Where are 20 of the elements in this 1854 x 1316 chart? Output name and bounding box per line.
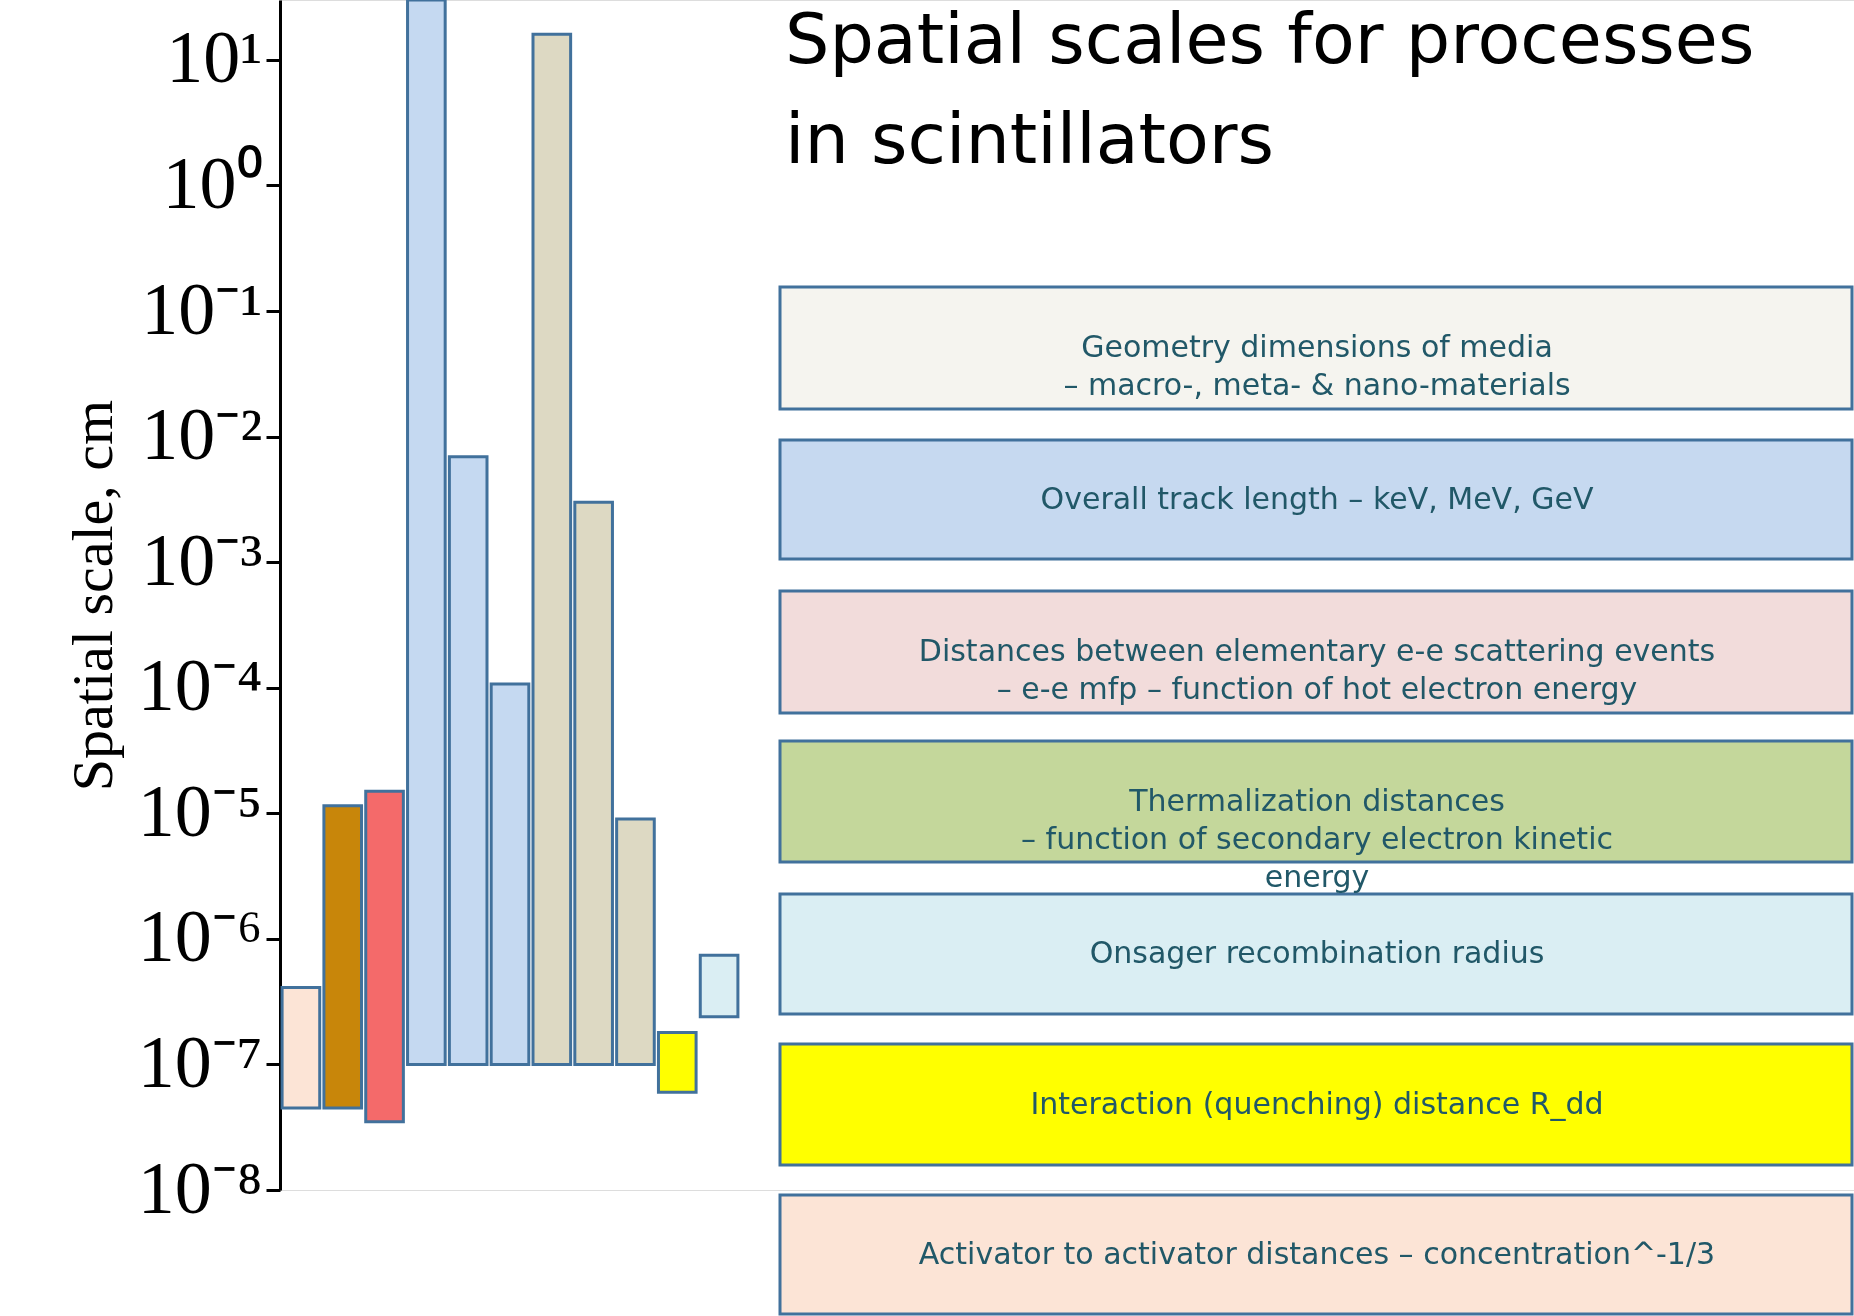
y-tick-label: 10¹ — [166, 16, 263, 99]
text: Activator to activator distances – concentration^-1/3 — [918, 1235, 1716, 1271]
y-tick-label: 10⁰ — [162, 141, 263, 224]
y-tick-label: 10⁻³ — [141, 518, 263, 601]
text: Onsager recombination radius — [1089, 935, 1545, 970]
y-tick-label: 10⁻¹ — [141, 267, 263, 350]
text: Interaction (quenching) distance R_dd — [1030, 1085, 1604, 1121]
text: Overall track length – keV, MeV, GeV — [1040, 480, 1594, 516]
y-axis-title: Spatial scale, cm — [59, 399, 125, 792]
text: Geometry dimensions of media – macro-, meta- & nano-materials — [1063, 329, 1571, 402]
text: Distances between elementary e-e scattering events – e-e mfp – function of hot electron energy — [918, 633, 1716, 706]
bar — [698, 953, 740, 1019]
y-tick-label: 10⁻⁸ — [137, 1146, 263, 1229]
text: Spatial scales for processes in scintillators — [785, 0, 1755, 180]
y-tick-label: 10⁻⁴ — [137, 644, 263, 727]
y-tick-label: 10⁻⁶ — [137, 895, 263, 978]
y-tick-label: 10⁻² — [141, 393, 263, 476]
text: Thermalization distances – function of secondary electron kinetic energy — [1021, 782, 1613, 894]
y-tick-label: 10⁻⁷ — [137, 1020, 263, 1103]
y-tick-label: 10⁻⁵ — [137, 769, 263, 852]
